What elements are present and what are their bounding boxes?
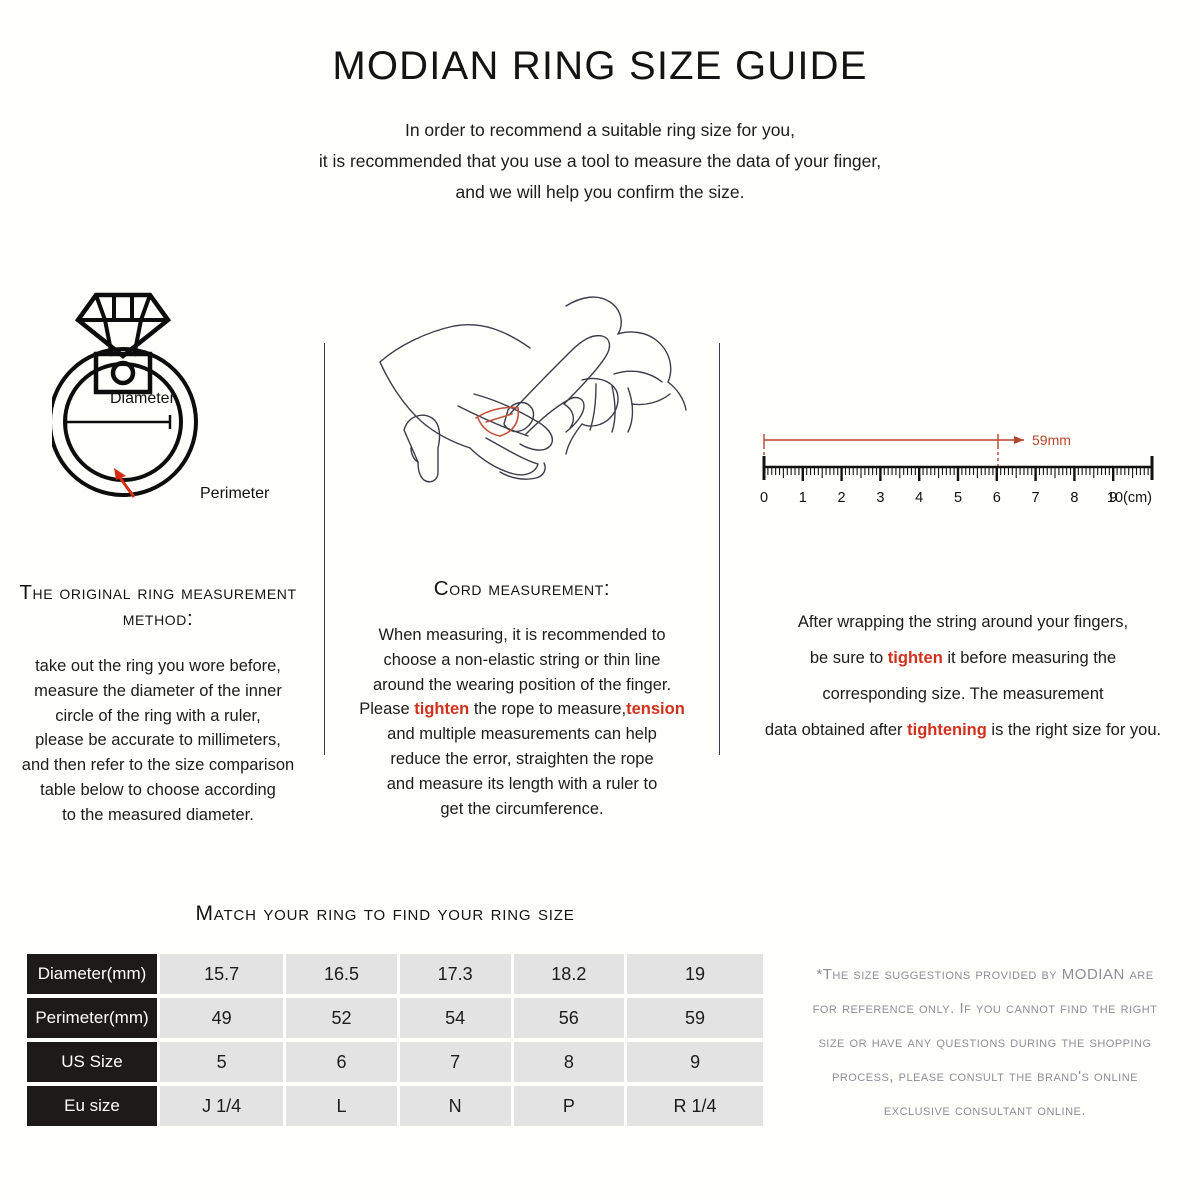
highlighted-term: tighten	[414, 700, 470, 719]
row-header: Diameter(mm)	[27, 954, 157, 994]
table-cell: 7	[399, 1042, 511, 1082]
table-row: Perimeter(mm) 49 52 54 56 59	[27, 998, 763, 1038]
ruler-illustration: 59mm	[748, 418, 1168, 518]
hands-measuring-illustration	[378, 276, 690, 514]
body-line: table below to choose according	[40, 780, 276, 799]
table-cell: 16.5	[286, 954, 397, 994]
highlighted-term: tightening	[907, 721, 987, 739]
row-header: Eu size	[27, 1086, 157, 1126]
footnote-line: *The size suggestions provided by MODIAN…	[816, 966, 1154, 983]
ruler-tick-label: 3	[876, 490, 884, 506]
ruler-tick-label: 10(cm)	[1107, 490, 1152, 506]
measure-value-label: 59mm	[1032, 432, 1071, 448]
body-line: and multiple measurements can help	[387, 725, 657, 744]
diameter-label: Diameter	[110, 390, 175, 407]
ruler-tick-label: 4	[915, 490, 923, 506]
section-body: After wrapping the string around your fi…	[748, 604, 1178, 748]
table-heading: Match your ring to find your ring size	[195, 902, 575, 925]
body-line: and measure its length with a ruler to	[386, 774, 658, 793]
ruler-tick-label: 1	[799, 490, 807, 506]
body-line: choose a non-elastic string or thin line	[383, 650, 661, 669]
highlighted-term: tension	[626, 700, 685, 719]
table-cell: 56	[513, 998, 625, 1038]
table-row: US Size 5 6 7 8 9	[27, 1042, 763, 1082]
table-cell: 19	[627, 954, 763, 994]
intro-line: and we will help you confirm the size.	[455, 182, 745, 202]
ring-diagram-illustration: Diameter Perimeter	[48, 262, 312, 512]
table-cell: P	[513, 1086, 625, 1126]
ruler-tick-label: 8	[1070, 490, 1078, 506]
table-cell: R 1/4	[627, 1086, 763, 1126]
body-line: reduce the error, straighten the rope	[390, 749, 654, 768]
ruler-tick-label: 0	[760, 490, 768, 506]
table-cell: L	[286, 1086, 397, 1126]
footnote-line: process, please consult the brand's onli…	[831, 1068, 1138, 1085]
highlighted-term: tighten	[887, 649, 943, 667]
table-cell: 18.2	[513, 954, 625, 994]
table-cell: 49	[160, 998, 284, 1038]
section-heading: The original ring measurement method:	[19, 581, 297, 630]
table-cell: N	[399, 1086, 511, 1126]
table-cell: J 1/4	[160, 1086, 284, 1126]
measure-arrow	[763, 434, 1024, 466]
body-line: circle of the ring with a ruler,	[55, 706, 261, 725]
method-block-original-ring: The original ring measurement method: ta…	[8, 580, 308, 828]
body-line: Please tighten the rope to measure,tensi…	[359, 700, 685, 719]
body-line: and then refer to the size comparison	[21, 756, 295, 775]
ring-size-table: Diameter(mm) 15.7 16.5 17.3 18.2 19 Peri…	[24, 950, 766, 1130]
body-line: get the circumference.	[440, 799, 604, 818]
body-line: to the measured diameter.	[62, 805, 254, 824]
body-line: After wrapping the string around your fi…	[797, 613, 1129, 631]
column-divider-right	[719, 343, 720, 755]
section-body: When measuring, it is recommended to cho…	[355, 623, 689, 821]
ruler-tick-label: 2	[838, 490, 846, 506]
intro-line: it is recommended that you use a tool to…	[318, 151, 882, 171]
body-line: please be accurate to millimeters,	[35, 731, 281, 750]
body-line: around the wearing position of the finge…	[372, 675, 672, 694]
section-body: take out the ring you wore before, measu…	[8, 654, 308, 828]
body-line: When measuring, it is recommended to	[378, 626, 666, 644]
table-cell: 17.3	[399, 954, 511, 994]
table-row: Eu size J 1/4 L N P R 1/4	[27, 1086, 763, 1126]
diamond-icon	[74, 292, 172, 359]
table-cell: 5	[160, 1042, 284, 1082]
footnote-disclaimer: *The size suggestions provided by MODIAN…	[788, 958, 1182, 1128]
section-heading: Cord measurement:	[433, 577, 611, 600]
table-cell: 54	[399, 998, 511, 1038]
row-header: Perimeter(mm)	[27, 998, 157, 1038]
body-line: take out the ring you wore before,	[35, 657, 281, 675]
body-line: measure the diameter of the inner	[34, 681, 282, 700]
footnote-line: for reference only. If you cannot find t…	[812, 1000, 1158, 1017]
ruler-tick-label: 9	[1109, 490, 1117, 506]
table-cell: 9	[627, 1042, 763, 1082]
table-cell: 8	[513, 1042, 625, 1082]
ruler-tick-label: 7	[1032, 490, 1040, 506]
table-cell: 6	[286, 1042, 397, 1082]
table-cell: 59	[627, 998, 763, 1038]
body-line: data obtained after tightening is the ri…	[764, 721, 1162, 739]
ruler-tick-label: 5	[954, 490, 962, 506]
perimeter-label: Perimeter	[200, 485, 270, 502]
table-cell: 15.7	[160, 954, 284, 994]
method-block-tighten-note: After wrapping the string around your fi…	[748, 604, 1178, 748]
method-block-cord-measurement: Cord measurement: When measuring, it is …	[355, 576, 689, 821]
column-divider-left	[324, 343, 325, 755]
body-line: be sure to tighten it before measuring t…	[809, 649, 1117, 667]
footnote-line: exclusive consultant online.	[883, 1102, 1087, 1119]
footnote-line: size or have any questions during the sh…	[818, 1034, 1152, 1051]
row-header: US Size	[27, 1042, 157, 1082]
page-title: MODIAN RING SIZE GUIDE	[332, 44, 868, 88]
table-cell: 52	[286, 998, 397, 1038]
intro-line: In order to recommend a suitable ring si…	[404, 120, 796, 140]
body-line: corresponding size. The measurement	[822, 685, 1104, 703]
ruler-tick-label: 6	[993, 490, 1001, 506]
intro-paragraph: In order to recommend a suitable ring si…	[0, 115, 1200, 208]
table-row: Diameter(mm) 15.7 16.5 17.3 18.2 19	[27, 954, 763, 994]
